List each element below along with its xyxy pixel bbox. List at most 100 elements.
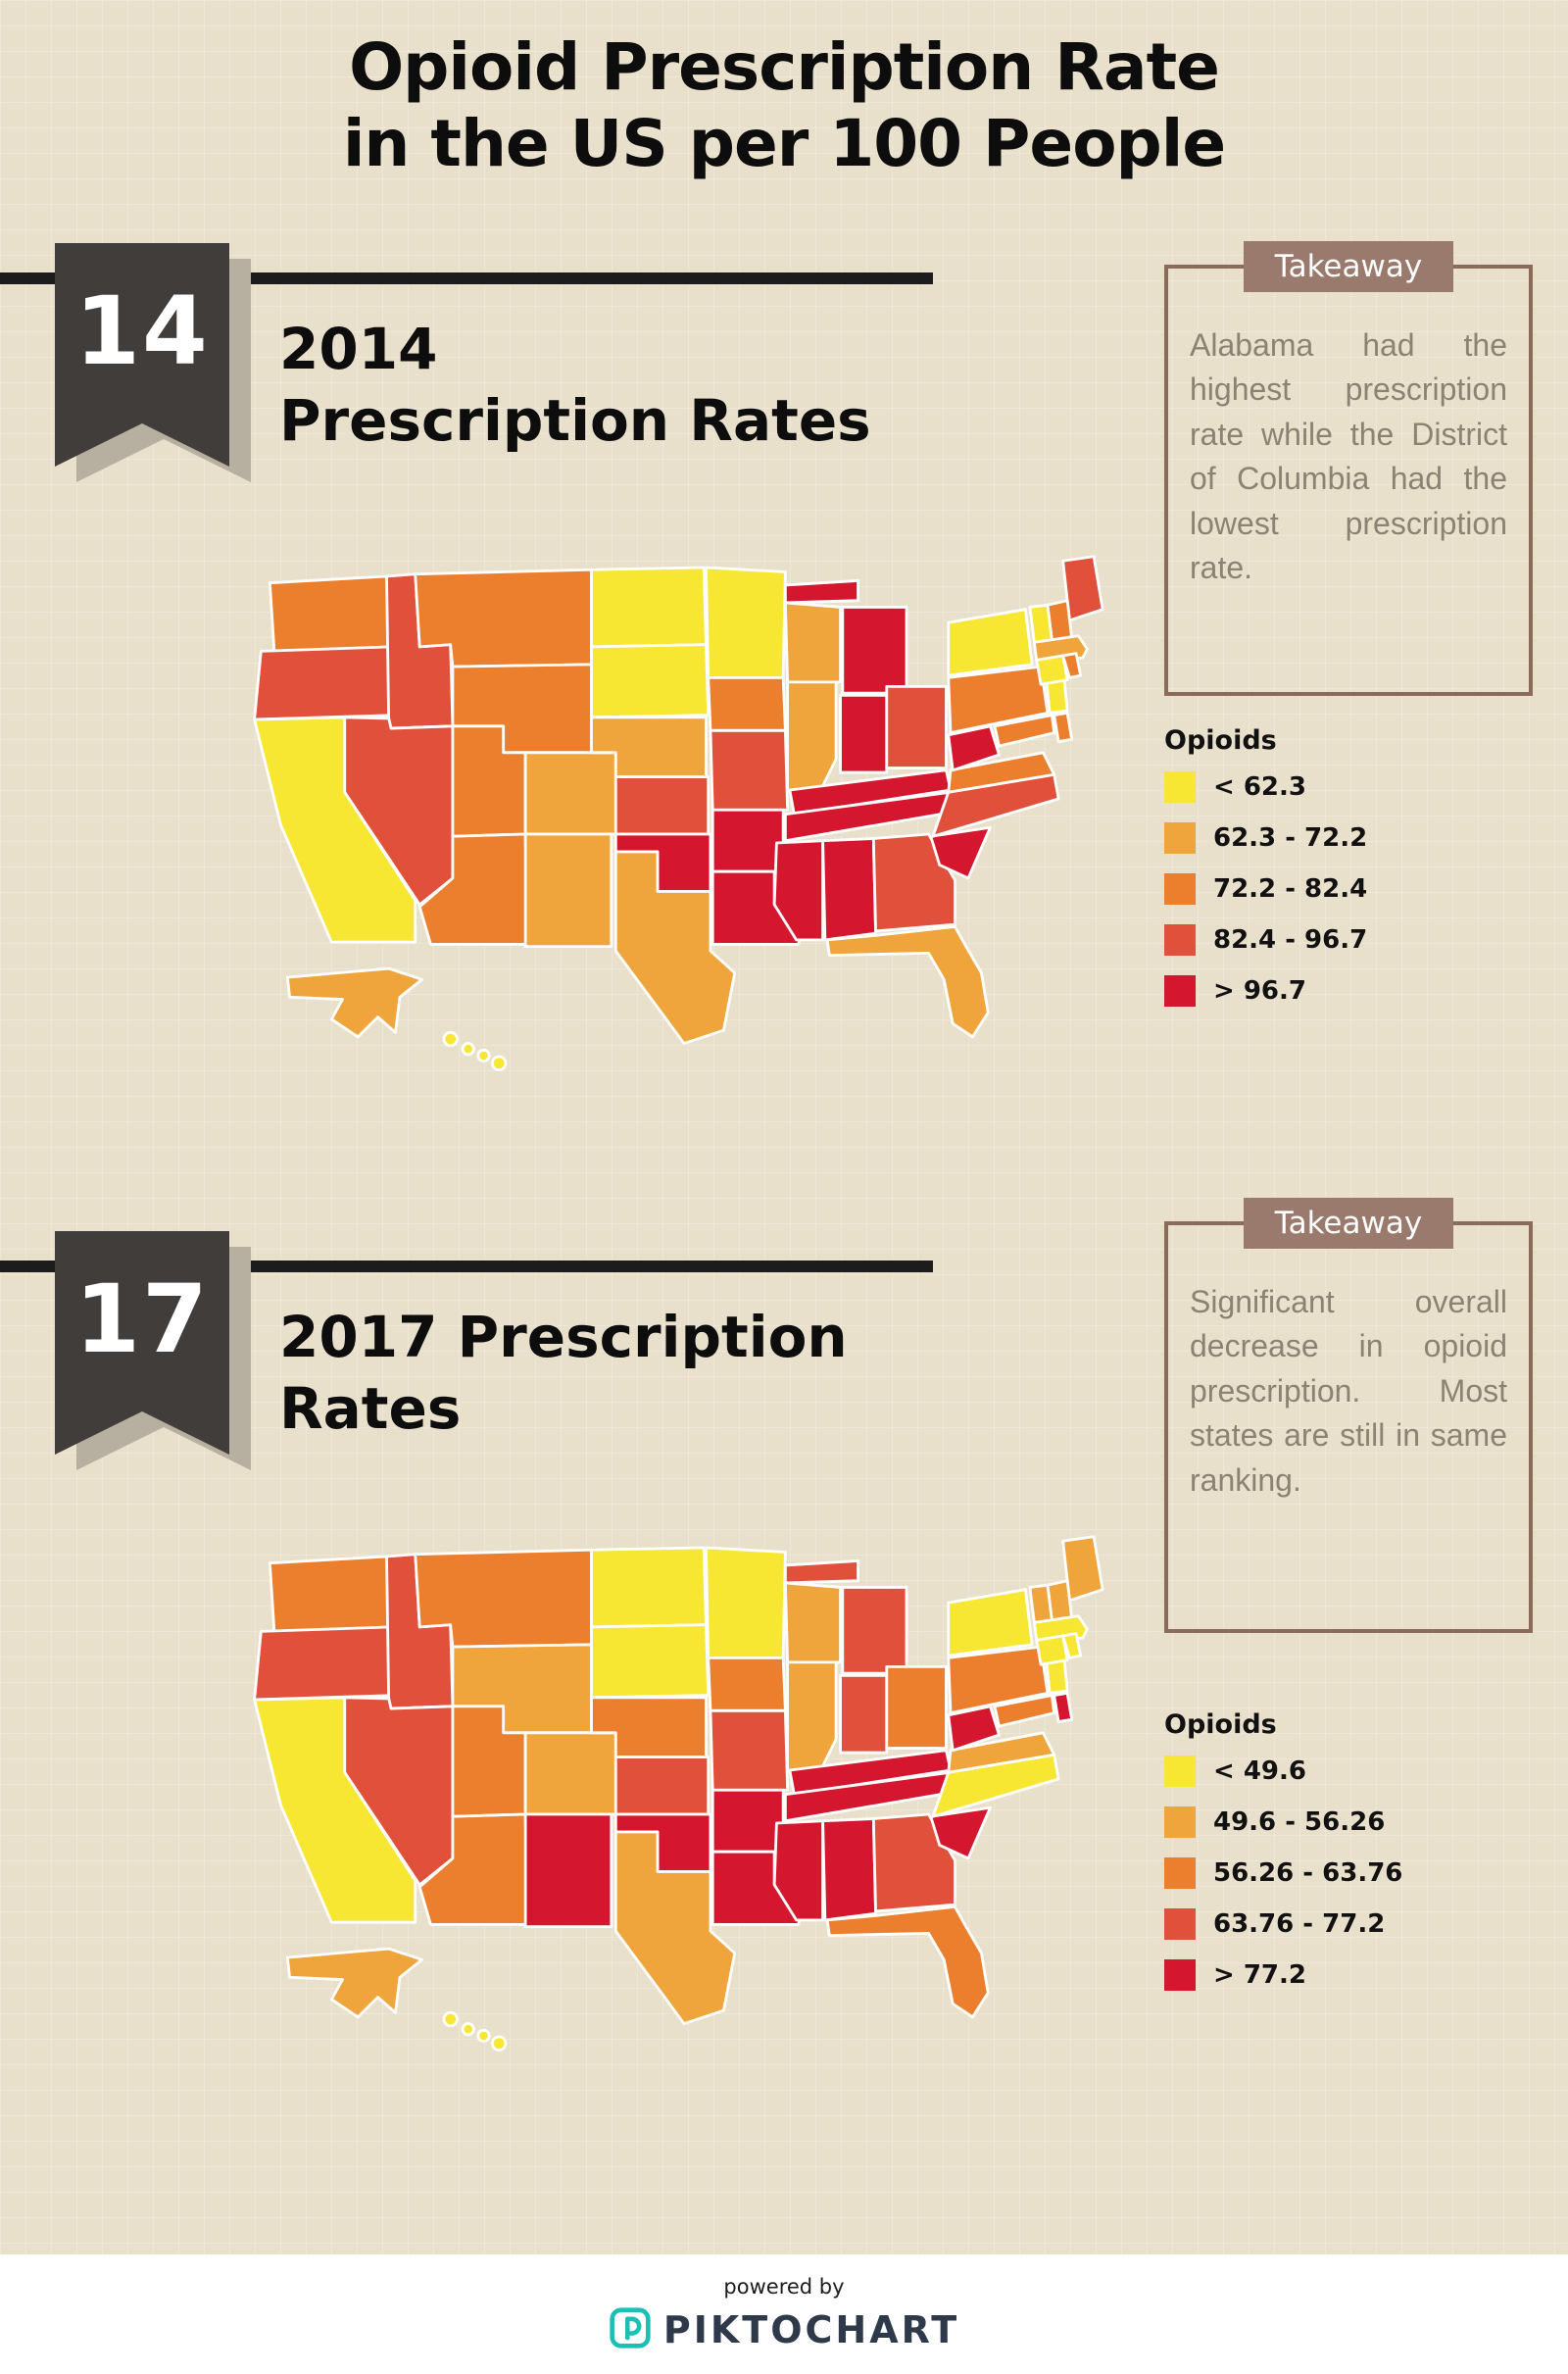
legend-row: 82.4 - 96.7 bbox=[1164, 924, 1488, 956]
state-mn-2014 bbox=[705, 566, 787, 679]
state-wa-2014 bbox=[268, 574, 393, 653]
footer: powered by PIKTOCHART bbox=[0, 2254, 1568, 2374]
legend-2017: Opioids < 49.6 49.6 - 56.26 56.26 - 63.76 6… bbox=[1164, 1709, 1488, 2010]
state-ga-2017 bbox=[871, 1812, 956, 1913]
legend-swatch bbox=[1164, 1806, 1196, 1838]
page-title-line2: in the US per 100 People bbox=[342, 105, 1226, 181]
state-ct-2014 bbox=[1035, 654, 1069, 686]
legend-label: 72.2 - 82.4 bbox=[1213, 874, 1368, 904]
state-ar-2017 bbox=[710, 1788, 785, 1854]
legend-label: 63.76 - 77.2 bbox=[1213, 1909, 1386, 1939]
legend-swatch bbox=[1164, 771, 1196, 803]
us-choropleth-map-2017 bbox=[253, 1535, 1104, 2052]
state-sc-2014 bbox=[929, 825, 992, 880]
powered-by-label: powered by bbox=[723, 2275, 845, 2299]
takeaway-header: Takeaway bbox=[1244, 241, 1453, 292]
section-heading-2014: 2014 Prescription Rates bbox=[279, 314, 871, 456]
legend-swatch bbox=[1164, 822, 1196, 854]
state-mn-2017 bbox=[705, 1546, 787, 1659]
legend-title: Opioids bbox=[1164, 1709, 1277, 1740]
us-map-container-2014 bbox=[225, 541, 1107, 1096]
legend-row: < 62.3 bbox=[1164, 771, 1488, 803]
legend-row: > 96.7 bbox=[1164, 975, 1488, 1007]
state-nm-2014 bbox=[523, 832, 613, 949]
state-ny-2014 bbox=[947, 608, 1034, 677]
takeaway-text: Significant overall decrease in opioid p… bbox=[1190, 1284, 1507, 1498]
takeaway-header: Takeaway bbox=[1244, 1198, 1453, 1249]
legend-swatch bbox=[1164, 873, 1196, 905]
state-or-2014 bbox=[253, 645, 397, 721]
takeaway-text: Alabama had the highest prescription rat… bbox=[1190, 327, 1507, 586]
state-sd-2014 bbox=[590, 643, 710, 719]
state-hi-2014 bbox=[442, 1030, 508, 1071]
state-ak-2014 bbox=[285, 966, 423, 1039]
state-or-2017 bbox=[253, 1625, 397, 1702]
ribbon-number: 14 bbox=[74, 276, 210, 386]
state-sc-2017 bbox=[929, 1805, 992, 1860]
state-ct-2017 bbox=[1035, 1634, 1069, 1666]
page-title-line1: Opioid Prescription Rate bbox=[349, 29, 1220, 105]
state-ia-2014 bbox=[707, 675, 787, 732]
state-tx-2014 bbox=[613, 850, 737, 1045]
state-ks-2014 bbox=[613, 775, 710, 836]
section-heading-line2: Prescription Rates bbox=[279, 386, 871, 454]
state-mo-2017 bbox=[709, 1708, 790, 1792]
legend-label: 82.4 - 96.7 bbox=[1213, 925, 1368, 955]
state-ny-2017 bbox=[947, 1588, 1034, 1657]
state-in-2017 bbox=[839, 1673, 889, 1755]
legend-rows: < 62.3 62.3 - 72.2 72.2 - 82.4 82.4 - 96.7 >… bbox=[1164, 771, 1488, 1007]
section-heading-line2: Rates bbox=[279, 1374, 462, 1442]
section-heading-line1: 2017 Prescription bbox=[279, 1304, 848, 1370]
state-md-2017 bbox=[993, 1694, 1056, 1728]
state-nd-2017 bbox=[590, 1546, 708, 1629]
legend-label: > 77.2 bbox=[1213, 1960, 1306, 1990]
state-oh-2017 bbox=[885, 1664, 948, 1750]
legend-swatch bbox=[1164, 1908, 1196, 1940]
state-wi-2017 bbox=[783, 1581, 842, 1664]
takeaway-box-2017: Takeaway Significant overall decrease in… bbox=[1164, 1198, 1533, 1633]
state-oh-2014 bbox=[885, 684, 948, 769]
state-in-2014 bbox=[839, 693, 889, 774]
state-wa-2017 bbox=[268, 1555, 393, 1633]
state-pa-2017 bbox=[947, 1645, 1050, 1714]
legend-swatch bbox=[1164, 975, 1196, 1007]
state-ar-2014 bbox=[710, 808, 785, 873]
section-heading-2017: 2017 Prescription Rates bbox=[279, 1302, 848, 1444]
section-heading-line1: 2014 bbox=[279, 316, 438, 382]
legend-row: 72.2 - 82.4 bbox=[1164, 873, 1488, 905]
legend-label: 56.26 - 63.76 bbox=[1213, 1858, 1403, 1888]
legend-label: < 49.6 bbox=[1213, 1756, 1306, 1786]
state-wi-2014 bbox=[783, 601, 842, 684]
legend-label: < 62.3 bbox=[1213, 772, 1306, 802]
state-ms-2014 bbox=[772, 839, 825, 942]
legend-row: > 77.2 bbox=[1164, 1959, 1488, 1991]
legend-label: > 96.7 bbox=[1213, 976, 1306, 1006]
legend-swatch bbox=[1164, 924, 1196, 956]
us-map-container-2017 bbox=[225, 1521, 1107, 2076]
state-nd-2014 bbox=[590, 566, 708, 649]
legend-title: Opioids bbox=[1164, 725, 1277, 756]
state-ga-2014 bbox=[871, 832, 956, 933]
state-co-2014 bbox=[523, 751, 617, 836]
legend-label: 49.6 - 56.26 bbox=[1213, 1807, 1386, 1837]
legend-swatch bbox=[1164, 1857, 1196, 1889]
state-pa-2014 bbox=[947, 665, 1050, 734]
state-fl-2017 bbox=[825, 1904, 990, 2019]
state-ks-2017 bbox=[613, 1756, 710, 1816]
state-al-2017 bbox=[821, 1817, 877, 1922]
state-md-2014 bbox=[993, 714, 1056, 748]
legend-label: 62.3 - 72.2 bbox=[1213, 823, 1368, 853]
legend-swatch bbox=[1164, 1959, 1196, 1991]
ribbon-number: 17 bbox=[74, 1264, 210, 1374]
piktochart-logo[interactable]: PIKTOCHART bbox=[609, 2306, 959, 2353]
state-tx-2017 bbox=[613, 1830, 737, 2025]
us-choropleth-map-2014 bbox=[253, 555, 1104, 1071]
legend-row: 62.3 - 72.2 bbox=[1164, 822, 1488, 854]
state-il-2014 bbox=[786, 680, 838, 792]
legend-rows: < 49.6 49.6 - 56.26 56.26 - 63.76 63.76 - 7… bbox=[1164, 1756, 1488, 1991]
state-de-2017 bbox=[1053, 1691, 1074, 1723]
state-wv-2017 bbox=[947, 1705, 1001, 1753]
state-va-2014 bbox=[947, 751, 1056, 794]
state-hi-2017 bbox=[442, 2010, 508, 2052]
